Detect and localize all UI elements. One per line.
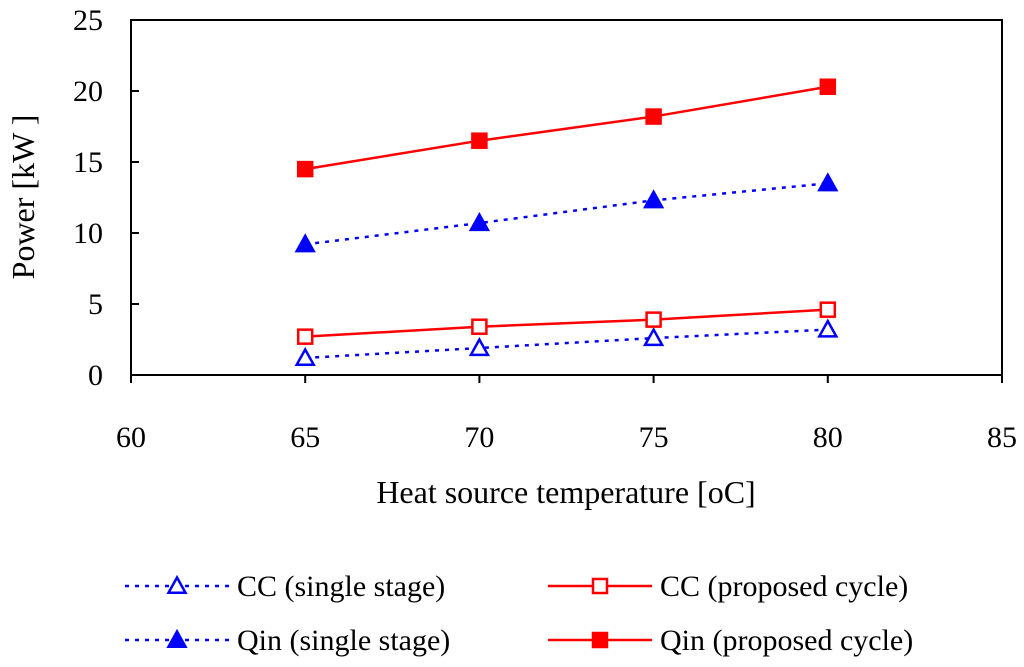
series-line: [305, 308, 828, 338]
series-line: [305, 182, 828, 246]
data-point: [819, 78, 837, 95]
legend: CC (single stage) CC (proposed cycle) Qin …: [125, 570, 913, 657]
y-axis-title: Power [kW ]: [5, 115, 41, 280]
legend-label: CC (single stage): [237, 570, 445, 603]
data-point: [817, 172, 839, 192]
plot-area: [130, 19, 1003, 376]
data-point: [645, 108, 662, 125]
series-3: [296, 78, 837, 178]
data-point: [471, 318, 488, 335]
legend-label: Qin (proposed cycle): [660, 624, 913, 657]
legend-item: Qin (proposed cycle): [548, 624, 913, 657]
y-tick-label: 20: [73, 75, 103, 108]
y-axis: 0 5 10 15 20 25: [73, 4, 139, 392]
legend-label: Qin (single stage): [237, 624, 450, 657]
y-tick-label: 10: [73, 217, 103, 250]
x-tick-label: 70: [464, 421, 494, 454]
x-tick-label: 80: [813, 421, 843, 454]
data-point: [294, 233, 316, 253]
data-point: [471, 132, 488, 149]
series-0: [294, 318, 839, 367]
x-tick-label: 65: [290, 421, 320, 454]
data-point: [642, 327, 665, 347]
x-axis: 60 65 70 75 80 85: [116, 375, 1017, 454]
y-tick-label: 0: [88, 359, 103, 392]
data-point: [642, 189, 665, 209]
data-point: [468, 336, 491, 357]
y-tick-label: 25: [73, 4, 103, 37]
x-tick-label: 75: [639, 421, 669, 454]
series-1: [296, 301, 837, 345]
x-tick-label: 85: [987, 421, 1017, 454]
legend-item: Qin (single stage): [125, 624, 450, 657]
y-tick-label: 15: [73, 146, 103, 179]
series-2: [294, 172, 839, 253]
data-point: [819, 301, 837, 318]
data-point: [817, 318, 839, 338]
series-line: [305, 328, 828, 360]
legend-label: CC (proposed cycle): [660, 570, 908, 603]
legend-marker-swatch: [591, 577, 609, 595]
y-tick-label: 5: [88, 288, 103, 321]
data-point: [645, 311, 662, 328]
legend-marker-swatch: [591, 631, 609, 649]
series-line: [304, 85, 829, 171]
legend-marker-swatch: [166, 628, 188, 649]
data-point: [294, 346, 316, 367]
x-axis-title: Heat source temperature [oC]: [376, 474, 755, 510]
legend-item: CC (single stage): [125, 570, 445, 603]
data-point: [296, 328, 314, 345]
series-layer: [294, 78, 839, 367]
legend-item: CC (proposed cycle): [548, 570, 908, 603]
data-point: [468, 211, 491, 232]
x-tick-label: 60: [116, 421, 146, 454]
data-point: [296, 160, 314, 178]
legend-marker-swatch: [166, 574, 188, 595]
